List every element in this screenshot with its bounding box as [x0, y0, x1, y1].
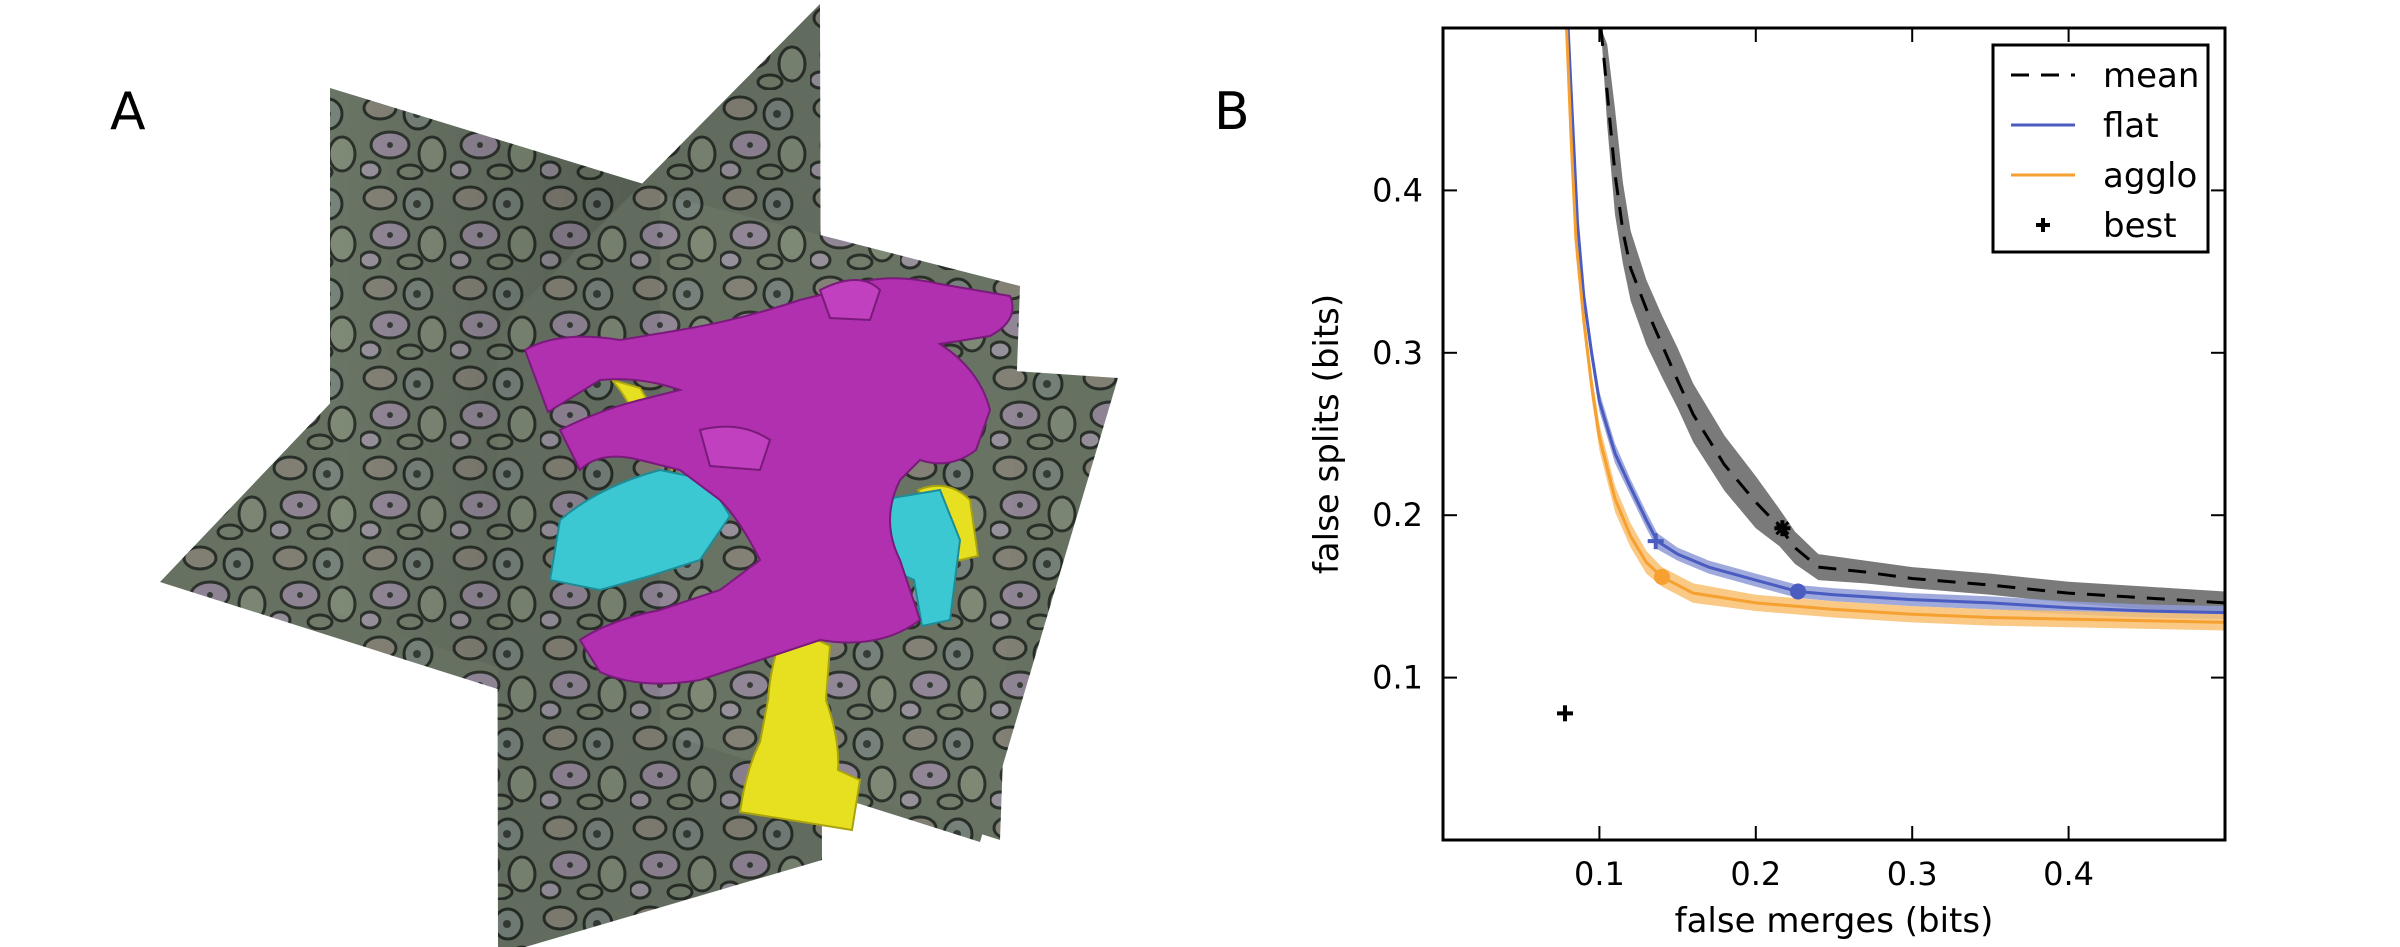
- best-point-marker: [1556, 705, 1573, 722]
- best-marker-flat: [1647, 533, 1664, 550]
- legend-label-best: best: [2103, 206, 2177, 246]
- line-flat: [1566, 28, 2225, 615]
- legend-label-mean: mean: [2103, 56, 2199, 96]
- x-axis-label: false merges (bits): [1675, 901, 1994, 941]
- best-marker-mean: [1774, 520, 1791, 537]
- panel-a-letter: A: [110, 82, 146, 142]
- marker-dot-agglo: [1653, 568, 1670, 585]
- x-tick-label: 0.3: [1887, 855, 1938, 893]
- legend: mean flat agglo best: [1991, 43, 2210, 254]
- panel-a-illustration: A: [110, 4, 1118, 947]
- x-tick-label: 0.2: [1730, 855, 1781, 893]
- legend-item-agglo: agglo: [2011, 156, 2197, 196]
- legend-item-mean: mean: [2011, 56, 2199, 96]
- legend-label-agglo: agglo: [2103, 156, 2197, 196]
- chart-plot-area: 0.1 0.2 0.3 0.4 0.1 0.2 0.3 0.4 false merges (bi…: [1307, 26, 2227, 941]
- legend-item-best: best: [2036, 206, 2177, 246]
- y-tick-label: 0.1: [1372, 659, 1423, 697]
- y-tick-label: 0.2: [1372, 496, 1423, 534]
- legend-box: [1991, 43, 2210, 254]
- line-agglo: [1565, 28, 2225, 624]
- line-mean: [1599, 28, 2225, 605]
- magenta-neuron: [523, 277, 1014, 685]
- legend-item-flat: flat: [2011, 106, 2159, 146]
- y-axis-label: false splits (bits): [1307, 294, 1347, 574]
- axes-frame: [1441, 26, 2227, 842]
- y-tick-label: 0.3: [1372, 334, 1423, 372]
- legend-swatch-best: [2036, 218, 2050, 232]
- plot-clip-group: [1556, 28, 2225, 722]
- marker-dot-flat: [1790, 583, 1807, 600]
- x-tick-label: 0.4: [2043, 855, 2094, 893]
- y-tick-label: 0.4: [1372, 171, 1423, 209]
- x-tick-label: 0.1: [1574, 855, 1625, 893]
- legend-label-flat: flat: [2103, 106, 2159, 146]
- panel-b-letter: B: [1214, 82, 1250, 142]
